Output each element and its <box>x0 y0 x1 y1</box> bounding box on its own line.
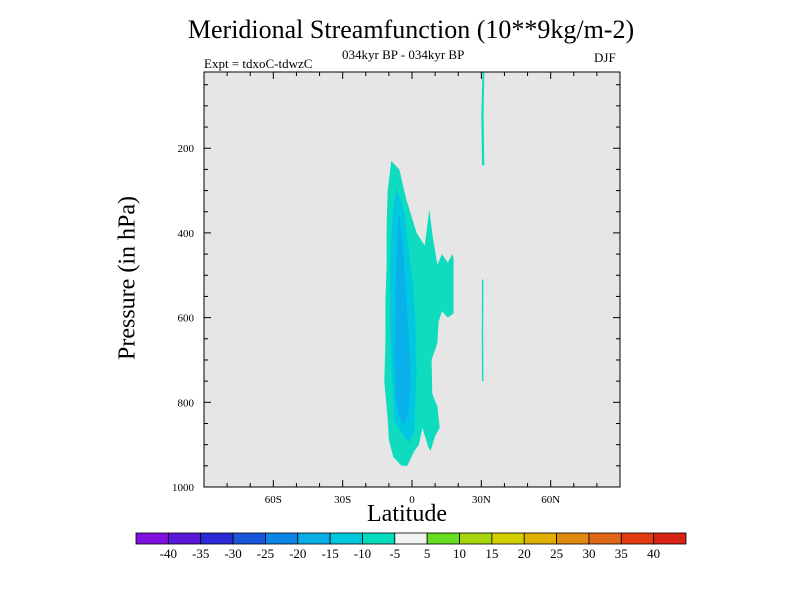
x-axis-title: Latitude <box>367 501 447 527</box>
contour-region-1 <box>481 279 484 382</box>
x-tick-label-3: 30N <box>472 494 491 506</box>
contour-region-0 <box>481 72 485 166</box>
chart-subtitle: 034kyr BP - 034kyr BP <box>342 47 465 62</box>
season-label: DJF <box>594 50 616 65</box>
x-tick-label-2: 0 <box>409 494 415 506</box>
contour-region-4 <box>394 211 411 426</box>
x-tick-label-4: 60N <box>541 494 560 506</box>
y-tick-label-3: 800 <box>178 397 195 409</box>
y-axis-title: Pressure (in hPa) <box>114 196 141 360</box>
x-tick-label-1: 30S <box>334 494 351 506</box>
y-tick-label-4: 1000 <box>172 482 195 494</box>
chart-title: Meridional Streamfunction (10**9kg/m-2) <box>187 15 635 44</box>
y-tick-label-2: 600 <box>178 313 195 325</box>
experiment-label: Expt = tdxoC-tdwzC <box>204 56 313 71</box>
x-tick-label-0: 60S <box>265 494 282 506</box>
y-tick-label-1: 400 <box>178 228 195 240</box>
y-tick-label-0: 200 <box>178 143 195 155</box>
